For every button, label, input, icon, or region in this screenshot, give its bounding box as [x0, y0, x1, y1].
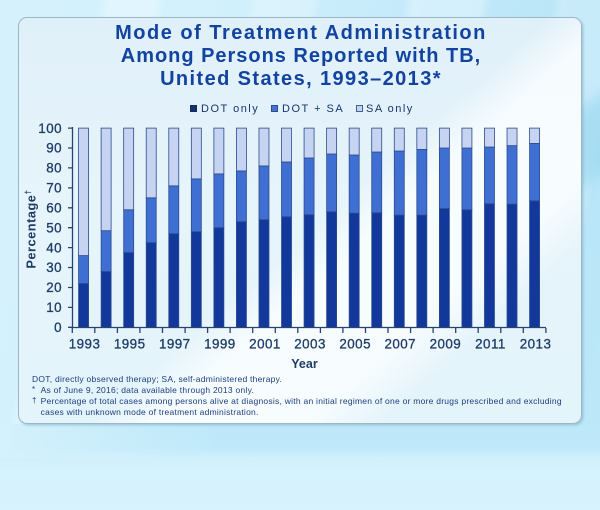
svg-text:2007: 2007	[384, 336, 416, 351]
svg-text:40: 40	[46, 240, 62, 255]
svg-text:1999: 1999	[204, 336, 236, 351]
svg-text:20: 20	[46, 280, 62, 295]
svg-text:60: 60	[46, 200, 62, 215]
svg-text:80: 80	[46, 161, 62, 176]
svg-text:1995: 1995	[114, 336, 146, 351]
svg-text:2009: 2009	[430, 336, 462, 351]
svg-text:2003: 2003	[294, 336, 326, 351]
svg-text:100: 100	[38, 121, 62, 136]
svg-text:50: 50	[46, 220, 62, 235]
svg-text:70: 70	[46, 181, 62, 196]
svg-text:Year: Year	[291, 357, 318, 371]
svg-text:2013: 2013	[520, 336, 552, 351]
svg-text:1997: 1997	[159, 336, 191, 351]
svg-text:2001: 2001	[249, 336, 281, 351]
svg-text:Percentage†: Percentage†	[23, 189, 39, 268]
svg-text:2011: 2011	[475, 336, 506, 351]
svg-text:10: 10	[46, 300, 62, 315]
svg-text:30: 30	[46, 260, 62, 275]
svg-text:2005: 2005	[339, 336, 371, 351]
svg-text:0: 0	[54, 320, 62, 335]
svg-text:1993: 1993	[69, 336, 101, 351]
svg-text:90: 90	[46, 141, 62, 156]
